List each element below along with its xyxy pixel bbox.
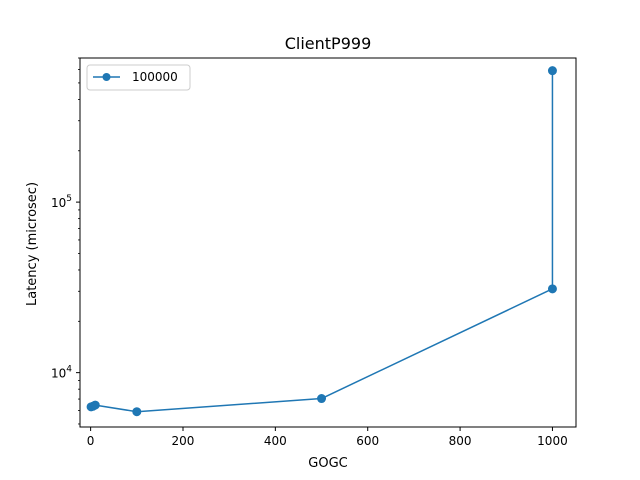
x-tick-label: 1000 bbox=[537, 434, 568, 448]
data-point bbox=[547, 66, 557, 76]
y-tick-label: 104 bbox=[51, 365, 72, 381]
y-tick-exponent: 4 bbox=[66, 365, 72, 375]
y-tick-exponent: 5 bbox=[66, 194, 72, 204]
x-tick-label: 800 bbox=[449, 434, 472, 448]
y-axis-label: Latency (microsec) bbox=[25, 182, 40, 306]
legend: 100000 bbox=[86, 64, 191, 91]
x-tick-label: 400 bbox=[264, 434, 287, 448]
y-tick-base: 10 bbox=[51, 196, 66, 210]
data-point bbox=[317, 394, 327, 404]
plot-area bbox=[86, 66, 557, 417]
legend-marker bbox=[102, 73, 111, 81]
plot-frame bbox=[79, 57, 577, 428]
x-axis-label: GOGC bbox=[308, 456, 347, 471]
x-axis-ticks: 0 200 400 600 800 1000 bbox=[87, 427, 568, 448]
x-tick-label: 600 bbox=[356, 434, 379, 448]
x-tick-label: 0 bbox=[87, 434, 95, 448]
data-point bbox=[132, 407, 142, 417]
chart-title: ClientP999 bbox=[285, 34, 372, 53]
y-tick-label: 105 bbox=[51, 194, 72, 210]
legend-box bbox=[86, 64, 191, 91]
y-tick-base: 10 bbox=[51, 367, 66, 381]
data-point bbox=[90, 400, 100, 410]
data-point bbox=[547, 284, 557, 294]
legend-label: 100000 bbox=[132, 70, 178, 84]
x-tick-label: 200 bbox=[172, 434, 195, 448]
